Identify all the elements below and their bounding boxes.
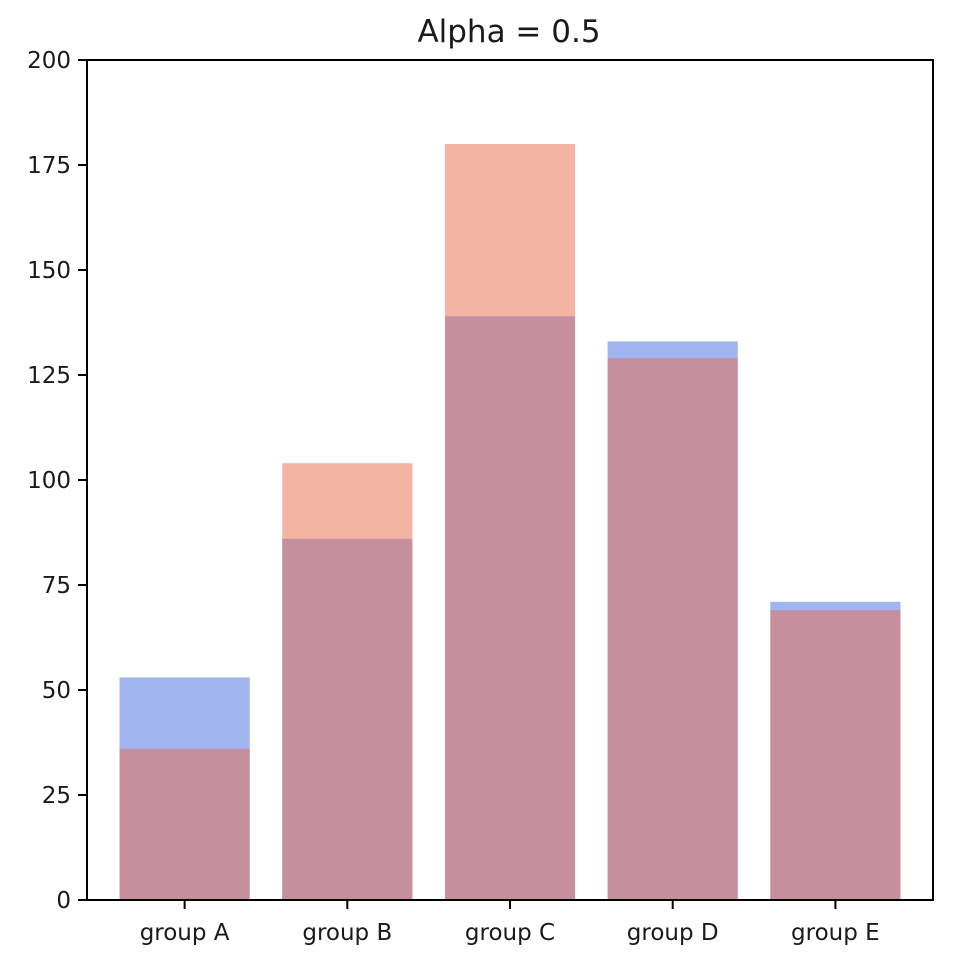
y-tick-label: 125 [27,363,71,389]
bar-series-2-group-C [444,144,576,900]
bar-series-2-group-A [119,748,250,900]
y-tick-label: 75 [42,573,71,599]
bar-series-2-group-B [282,463,413,900]
y-tick-label: 0 [56,888,71,914]
bar-series-2-group-D [607,358,738,900]
x-tick-label: group D [627,920,719,946]
y-tick-label: 50 [42,678,71,704]
x-tick-label: group A [140,920,230,946]
chart-title: Alpha = 0.5 [417,14,600,50]
y-tick-label: 100 [27,468,71,494]
y-tick-label: 175 [27,153,71,179]
y-tick-label: 200 [27,48,71,74]
y-tick-label: 25 [42,783,71,809]
x-tick-label: group E [791,920,880,946]
x-axis: group A group B group C group D group E [140,900,880,946]
bar-series-2-group-E [770,610,901,900]
y-tick-label: 150 [27,258,71,284]
bars-layer [119,144,901,900]
x-tick-label: group B [302,920,392,946]
x-tick-label: group C [465,920,555,946]
y-axis: 0 25 50 75 100 125 150 175 200 [27,48,87,914]
